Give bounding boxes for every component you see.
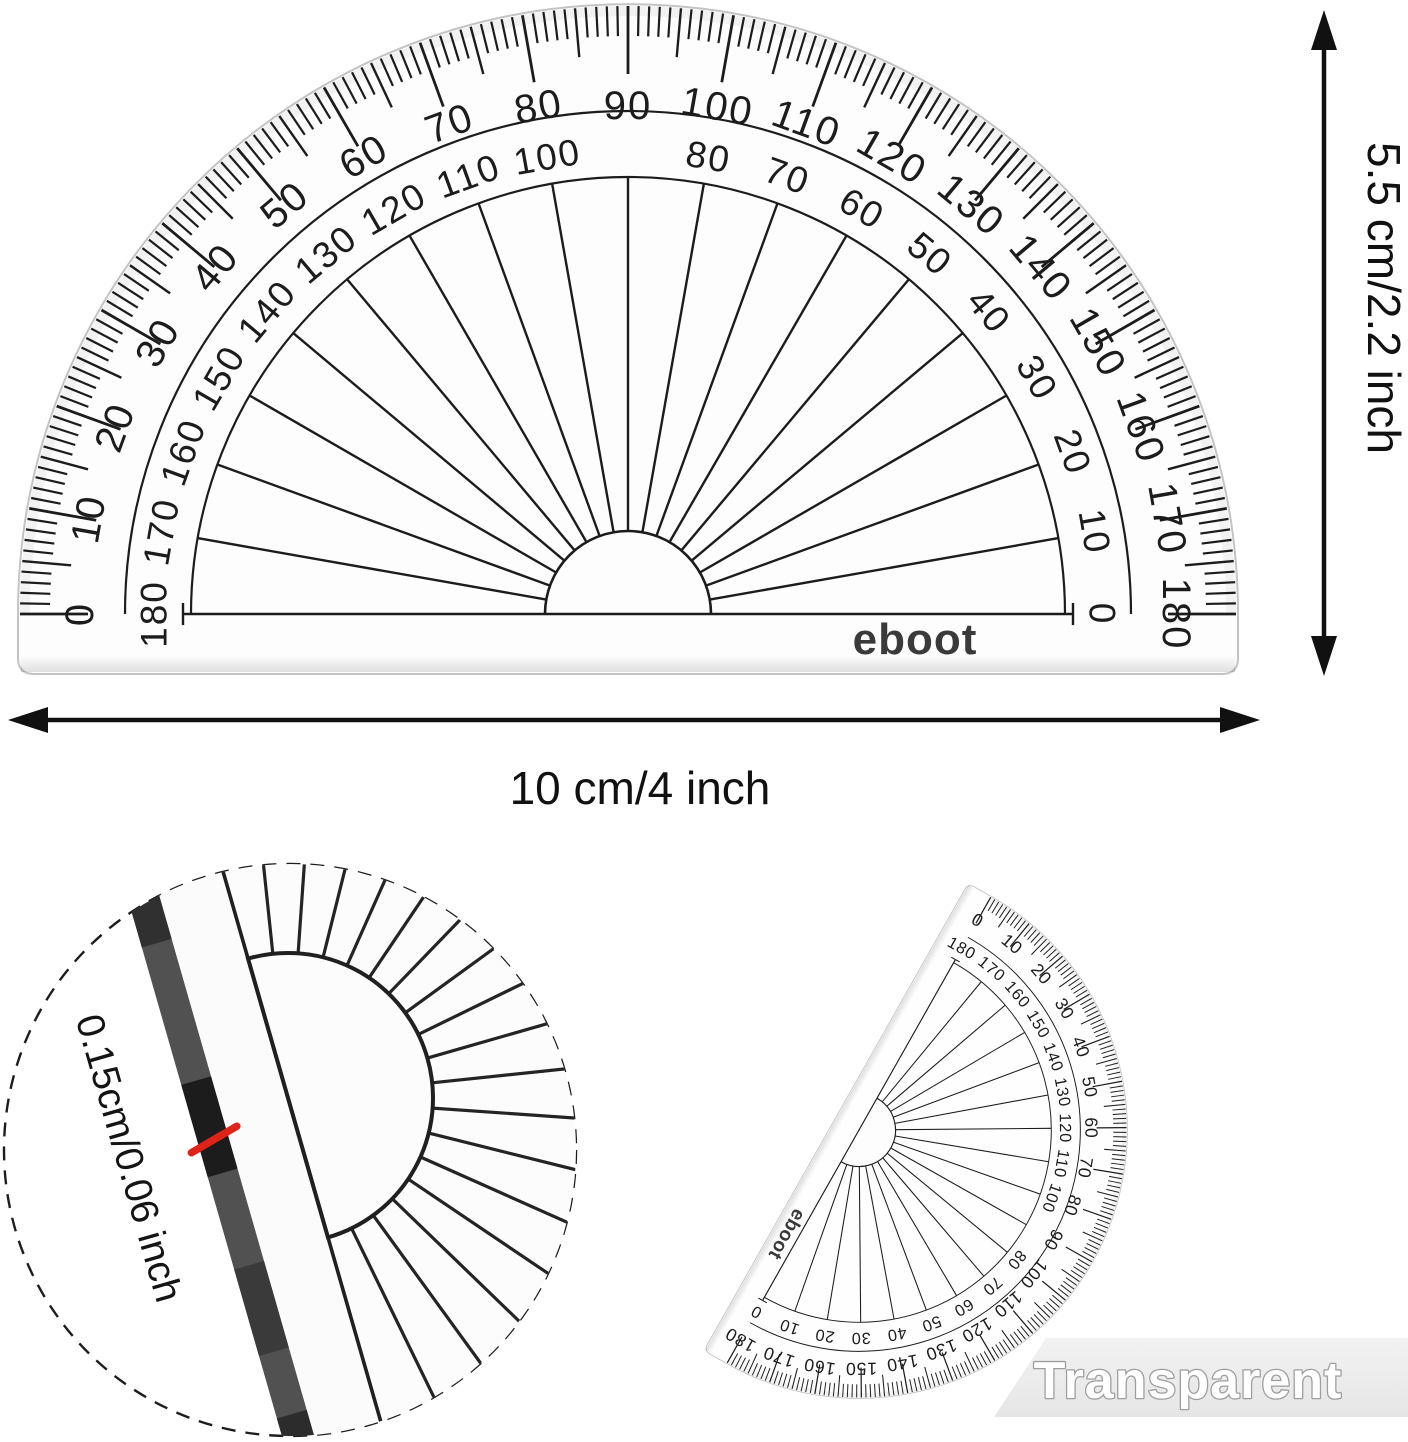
outer-degree-label: 80 [511, 81, 566, 133]
inner-degree-label: 0 [1082, 603, 1123, 626]
arrowhead-right [1220, 707, 1260, 733]
bottom-edge-shading [705, 884, 975, 1354]
bottom-edge-shading [21, 656, 1235, 672]
height-dimension-label: 5.5 cm/2.2 inch [1358, 142, 1408, 454]
width-dimension-arrow [8, 707, 1260, 733]
outer-degree-label: 90 [604, 84, 653, 128]
width-dimension-label: 10 cm/4 inch [510, 762, 771, 814]
center-hub [840, 1097, 897, 1168]
thickness-marker [187, 1122, 241, 1157]
baseline [758, 956, 960, 1304]
center-hub [543, 529, 713, 615]
magnified-baseline [164, 864, 412, 1436]
inner-degree-label: 50 [919, 1312, 944, 1336]
arrowhead-up [1311, 10, 1337, 50]
scale-divider-arc [749, 936, 1081, 1352]
height-dimension-arrow [1311, 10, 1337, 676]
outer-degree-label: 0 [58, 602, 102, 626]
degree-ticks [20, 6, 1236, 616]
magnified-bottom-margin [101, 864, 410, 1436]
inner-degree-label: 20 [813, 1325, 836, 1346]
magnified-edge-band [71, 864, 344, 1436]
inner-degree-label: 30 [851, 1329, 871, 1347]
inner-degree-label: 10 [777, 1315, 802, 1339]
plastic-body [705, 885, 1128, 1399]
radial-fan-lines [794, 981, 1052, 1323]
outer-degree-label: 10 [63, 491, 115, 546]
outer-degree-label: 60 [1081, 1117, 1101, 1139]
outer-degree-label: 50 [1078, 1075, 1102, 1100]
outer-degree-label: 150 [845, 1359, 877, 1379]
inner-degree-label: 80 [683, 133, 735, 181]
thickness-magnifier: 0.15cm/0.06 inch [2, 862, 578, 1438]
inner-degree-label: 130 [1051, 1076, 1074, 1109]
caption-band [994, 1338, 1408, 1417]
scale-divider-arc [123, 109, 1133, 615]
inner-degree-label: 10 [1071, 506, 1119, 558]
baseline [181, 603, 1075, 625]
inner-degree-label: 120 [1056, 1113, 1074, 1143]
outer-degree-labels: 0102030405060708090100110120130140150160… [721, 909, 1102, 1379]
inner-degree-label: 180 [134, 580, 175, 648]
arrowhead-down [1311, 636, 1337, 676]
inner-degree-label: 110 [1050, 1148, 1072, 1179]
magnified-center-hub [245, 951, 435, 1240]
outer-degree-label: 180 [1154, 578, 1198, 651]
brand-logo: eboot [853, 615, 978, 664]
outer-degree-label: 70 [1074, 1156, 1097, 1180]
degree-ticks [726, 896, 1127, 1398]
inner-degree-label: 40 [885, 1323, 908, 1344]
small-rotated-protractor: 0102030405060708090100110120130140150160… [705, 884, 1128, 1399]
transparency-caption: Transparent [1034, 1352, 1343, 1410]
radial-fan-lines [197, 177, 1059, 601]
arrowhead-left [8, 707, 48, 733]
